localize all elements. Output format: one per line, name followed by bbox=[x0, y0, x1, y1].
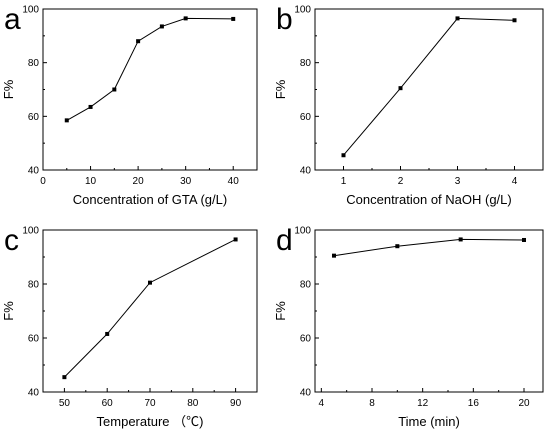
data-point bbox=[88, 104, 93, 109]
x-axis-title: Time (min) bbox=[398, 414, 460, 429]
x-tick-label: 1 bbox=[341, 176, 347, 187]
y-tick-label: 60 bbox=[300, 334, 312, 345]
data-point bbox=[183, 16, 188, 21]
x-tick-label: 12 bbox=[417, 398, 429, 409]
x-axis-title: Concentration of GTA (g/L) bbox=[73, 192, 227, 207]
data-point bbox=[341, 153, 346, 158]
data-point bbox=[231, 16, 236, 21]
plot-frame bbox=[314, 8, 544, 171]
data-point bbox=[398, 86, 403, 91]
y-tick-label: 80 bbox=[28, 58, 40, 69]
y-axis-title: F% bbox=[273, 79, 288, 99]
y-tick-label: 100 bbox=[294, 5, 311, 16]
x-tick-label: 80 bbox=[187, 398, 199, 409]
data-point bbox=[112, 87, 117, 92]
data-point bbox=[522, 237, 526, 242]
x-tick-label: 40 bbox=[228, 176, 240, 187]
y-tick-label: 40 bbox=[300, 388, 312, 399]
y-tick-label: 40 bbox=[28, 166, 40, 177]
x-tick-label: 20 bbox=[133, 176, 145, 187]
panel-letter: d bbox=[276, 224, 293, 257]
panel-b: b 1 2 3 4 40 60 80 100 Concentration of NaOH (g/L… bbox=[273, 3, 544, 207]
y-tick-label: 40 bbox=[300, 166, 312, 177]
x-axis-title: Temperature （℃) bbox=[97, 414, 204, 429]
y-tick-label: 60 bbox=[28, 112, 40, 123]
y-tick-label: 100 bbox=[294, 226, 311, 237]
x-tick-label: 2 bbox=[398, 176, 404, 187]
x-tick-label: 90 bbox=[230, 398, 242, 409]
data-point bbox=[395, 244, 400, 249]
x-tick-label: 8 bbox=[369, 398, 375, 409]
x-tick-label: 4 bbox=[512, 176, 518, 187]
data-point bbox=[233, 237, 238, 242]
data-point bbox=[512, 18, 517, 23]
series-line bbox=[343, 17, 515, 156]
x-tick-label: 16 bbox=[468, 398, 480, 409]
x-tick-label: 10 bbox=[85, 176, 97, 187]
x-tick-label: 60 bbox=[102, 398, 114, 409]
y-tick-label: 100 bbox=[22, 226, 39, 237]
y-tick-label: 80 bbox=[28, 280, 40, 291]
x-tick-label: 20 bbox=[518, 398, 530, 409]
panel-letter: c bbox=[4, 224, 19, 257]
data-point bbox=[62, 375, 67, 380]
x-tick-label: 0 bbox=[40, 176, 46, 187]
x-tick-label: 70 bbox=[144, 398, 156, 409]
panel-letter: a bbox=[4, 3, 21, 36]
data-point bbox=[136, 39, 141, 44]
data-point bbox=[455, 16, 460, 21]
y-tick-label: 80 bbox=[300, 280, 312, 291]
data-point bbox=[148, 280, 152, 285]
y-tick-label: 60 bbox=[28, 334, 40, 345]
y-tick-label: 60 bbox=[300, 112, 312, 123]
y-axis-title: F% bbox=[1, 79, 16, 99]
x-tick-label: 3 bbox=[455, 176, 461, 187]
series-line bbox=[333, 238, 525, 257]
y-axis-title: F% bbox=[1, 301, 16, 321]
data-point bbox=[64, 118, 69, 123]
x-axis-title: Concentration of NaOH (g/L) bbox=[346, 192, 511, 207]
plot-frame bbox=[42, 229, 258, 393]
panel-c: c 50 60 70 80 90 40 60 80 100 Temperature （℃) F% bbox=[1, 224, 258, 429]
data-point bbox=[105, 331, 110, 336]
y-tick-label: 40 bbox=[28, 388, 40, 399]
data-point bbox=[458, 237, 463, 242]
data-point bbox=[159, 24, 164, 29]
series-line bbox=[64, 238, 236, 378]
panel-letter: b bbox=[276, 3, 293, 36]
data-point bbox=[332, 253, 336, 258]
y-tick-label: 100 bbox=[22, 5, 39, 16]
y-tick-label: 80 bbox=[300, 58, 312, 69]
x-tick-label: 50 bbox=[59, 398, 71, 409]
x-tick-label: 4 bbox=[319, 398, 325, 409]
plot-frame bbox=[314, 229, 544, 393]
y-axis-title: F% bbox=[273, 301, 288, 321]
panel-d: d 4 8 12 16 20 40 60 80 100 Time (min) F% bbox=[273, 224, 544, 429]
x-tick-label: 30 bbox=[180, 176, 192, 187]
panel-a: a 0 10 20 30 40 40 60 80 100 Concentration of GTA … bbox=[1, 3, 258, 207]
plot-frame bbox=[42, 8, 258, 171]
